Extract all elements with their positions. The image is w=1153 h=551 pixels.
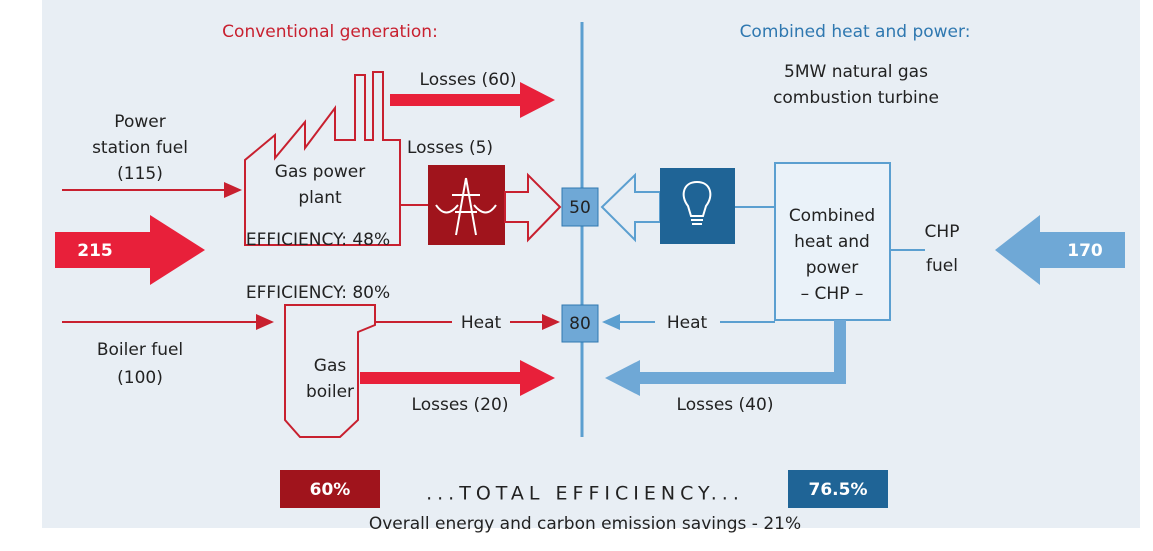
efficiency-caption: ...TOTAL EFFICIENCY... [426,483,744,505]
chp-label: – CHP – [801,284,864,304]
heading: Combined heat and power: [740,22,971,42]
fuel-label: Boiler fuel [97,340,183,360]
page: Conventional generation: Combined heat a… [0,0,1153,547]
bulb-icon [660,168,735,244]
fuel-label: Power [114,112,165,132]
plant-label: Gas power [275,162,365,182]
fuel-label: station fuel [92,138,188,158]
efficiency-label: EFFICIENCY: 80% [246,283,390,303]
savings-note: Overall energy and carbon emission savin… [369,514,801,534]
chp-label: Combined [789,206,875,226]
losses-label: Losses (40) [677,395,774,415]
electricity-value: 50 [569,198,591,218]
efficiency-value: 60% [310,480,351,500]
heat-label: Heat [667,313,708,333]
diagram: Conventional generation: Combined heat a… [0,0,1153,547]
boiler-label: boiler [306,382,354,402]
boiler-label: Gas [314,356,347,376]
input-value: 215 [77,241,113,261]
fuel-label: CHP [925,222,960,242]
losses-label: Losses (60) [420,70,517,90]
background [42,0,1140,528]
efficiency-label: EFFICIENCY: 48% [246,230,390,250]
fuel-label: fuel [926,256,958,276]
chp-label: power [806,258,859,278]
subheading: 5MW natural gas [784,62,928,82]
losses-label: Losses (5) [407,138,493,158]
plant-label: plant [298,188,342,208]
heat-value: 80 [569,314,591,334]
heading: Conventional generation: [222,22,438,42]
fuel-label: (100) [117,368,163,388]
heat-label: Heat [461,313,502,333]
input-value: 170 [1067,241,1103,261]
substation-icon [428,165,505,245]
subheading: combustion turbine [773,88,939,108]
efficiency-value: 76.5% [809,480,868,500]
losses-label: Losses (20) [412,395,509,415]
fuel-label: (115) [117,164,163,184]
chp-label: heat and [794,232,870,252]
